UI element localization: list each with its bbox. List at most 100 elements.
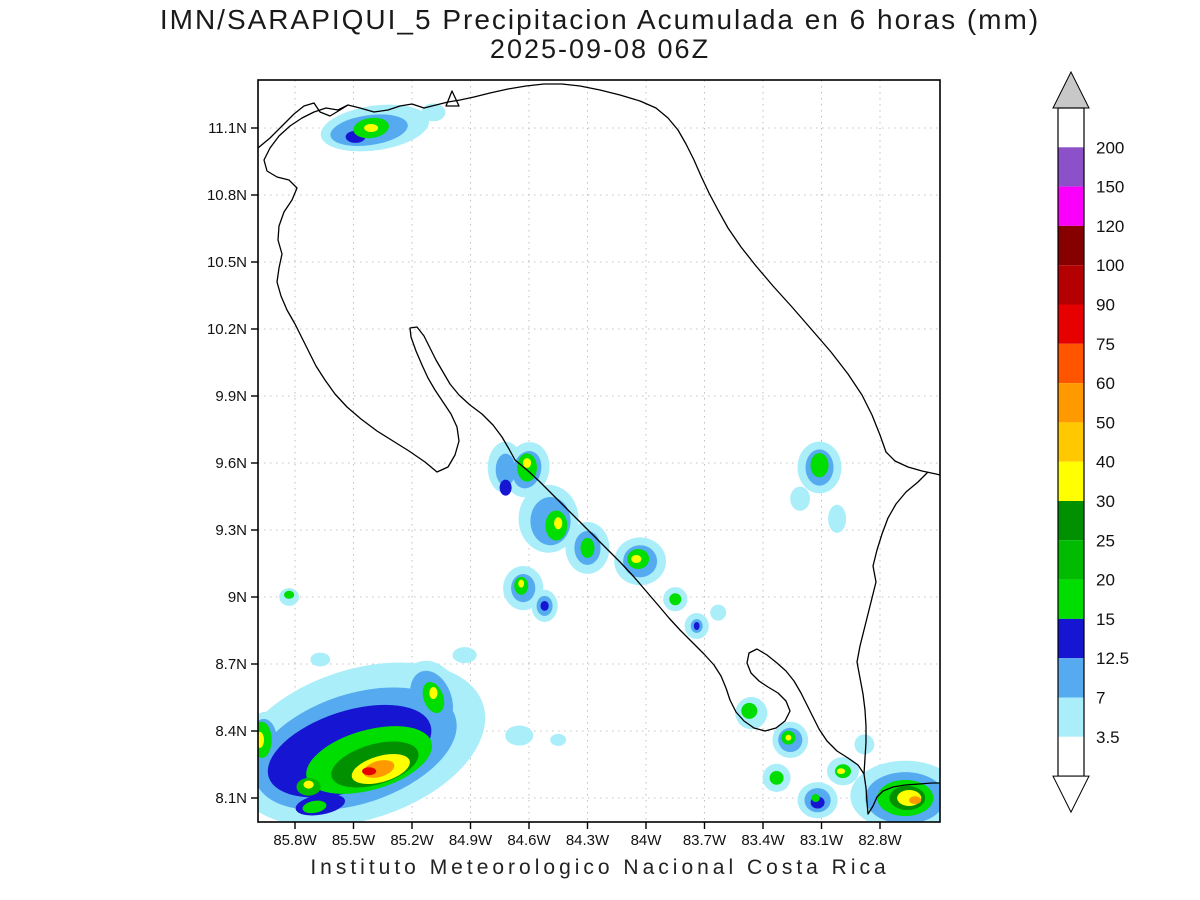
colorbar-label: 40 <box>1096 453 1115 472</box>
precip-cell-30 <box>518 579 525 588</box>
precip-cell-12.5 <box>693 622 700 630</box>
precip-cell-30 <box>631 555 642 563</box>
colorbar-label: 75 <box>1096 335 1115 354</box>
lat-tick-label: 10.2N <box>207 321 247 338</box>
lat-tick-label: 8.7N <box>215 656 247 673</box>
lon-tick-label: 85.2W <box>390 832 434 849</box>
colorbar-legend: 200 150 120 100 90 75 60 50 40 30 25 20 15 12.5 7 3.5 <box>1052 70 1129 814</box>
colorbar-arrow-top <box>1052 70 1090 109</box>
coastline-group <box>258 83 940 815</box>
colorbar-label: 100 <box>1096 256 1124 275</box>
colorbar-band <box>1058 383 1084 423</box>
precipitation-cells <box>258 103 940 822</box>
colorbar-arrow-bottom <box>1052 775 1090 814</box>
precip-cell-30 <box>554 517 563 530</box>
colorbar-band <box>1058 501 1084 541</box>
lat-tick-label: 9.3N <box>215 522 247 539</box>
map-valid-time: 2025-09-08 06Z <box>489 34 711 64</box>
precip-cell-3.5 <box>710 604 727 621</box>
lon-tick-label: 82.8W <box>858 832 902 849</box>
precip-cell-15 <box>302 800 327 814</box>
precip-cell-3.5 <box>550 733 567 746</box>
precip-cell-3.5 <box>452 647 477 664</box>
footer-caption: Instituto Meteorologico Nacional Costa R… <box>310 856 890 879</box>
colorbar-band <box>1058 147 1084 187</box>
precip-cell-15 <box>811 794 820 802</box>
colorbar-band <box>1058 658 1084 698</box>
precip-cell-15 <box>258 721 272 758</box>
precip-cell-30 <box>258 731 264 748</box>
precip-cell-12.5 <box>499 479 512 496</box>
lat-tick-label: 8.1N <box>215 790 247 807</box>
precip-cell-3.5 <box>854 734 875 755</box>
precip-cell-3.5 <box>310 652 331 667</box>
colorbar-band <box>1058 265 1084 305</box>
colorbar-band <box>1058 304 1084 344</box>
colorbar-label: 60 <box>1096 374 1115 393</box>
colorbar-band <box>1058 422 1084 462</box>
colorbar-label: 30 <box>1096 492 1115 511</box>
precip-cell-15 <box>810 453 829 478</box>
lat-tick-label: 9.6N <box>215 455 247 472</box>
precip-cell-30 <box>785 734 792 741</box>
lat-tick-label: 8.4N <box>215 723 247 740</box>
colorbar-label: 90 <box>1096 296 1115 315</box>
lon-tick-label: 85.5W <box>332 832 376 849</box>
colorbar-band <box>1058 461 1084 501</box>
precip-cell-15 <box>769 771 784 785</box>
precip-cell-30 <box>429 687 438 699</box>
precip-cell-50 <box>909 796 922 805</box>
lake-nicaragua-tip <box>445 90 460 107</box>
axis-ticks-labels: 85.8W 85.5W 85.2W 84.9W 84.6W 84.3W 84W 83.7W 83… <box>207 120 903 849</box>
colorbar-label: 3.5 <box>1096 728 1120 747</box>
colorbar-band <box>1058 108 1084 148</box>
colorbar-label: 15 <box>1096 610 1115 629</box>
map-frame <box>257 79 941 823</box>
colorbar-label: 20 <box>1096 571 1115 590</box>
precip-cell-15 <box>741 702 758 719</box>
precip-cell-7 <box>495 453 516 486</box>
colorbar-label: 50 <box>1096 413 1115 432</box>
lon-tick-label: 83.7W <box>683 832 727 849</box>
precip-cell-3.5 <box>790 486 810 511</box>
precip-cell-3.5 <box>828 504 847 533</box>
colorbar-band <box>1058 343 1084 384</box>
precip-cell-15 <box>284 590 295 599</box>
lat-tick-label: 10.5N <box>207 254 247 271</box>
lon-tick-label: 84.3W <box>566 832 610 849</box>
precip-cell-15 <box>580 537 595 558</box>
colorbar-label: 25 <box>1096 531 1115 550</box>
colorbar-label: 120 <box>1096 217 1124 236</box>
panama-border <box>856 471 929 775</box>
precip-cell-30 <box>364 124 379 132</box>
precip-cell-30 <box>303 780 314 789</box>
lon-tick-label: 84.9W <box>449 832 493 849</box>
colorbar-label: 12.5 <box>1096 649 1129 668</box>
lon-tick-label: 84W <box>631 832 663 849</box>
precip-cell-12.5 <box>540 601 549 611</box>
lon-tick-label: 83.4W <box>741 832 785 849</box>
colorbar-label: 7 <box>1096 689 1105 708</box>
precip-cell-30 <box>522 458 532 468</box>
colorbar-label: 150 <box>1096 178 1124 197</box>
lat-tick-label: 9N <box>228 589 247 606</box>
colorbar-band <box>1058 186 1084 226</box>
lon-tick-label: 85.8W <box>273 832 317 849</box>
lat-tick-label: 9.9N <box>215 388 247 405</box>
precip-cell-3.5 <box>505 725 534 746</box>
precip-cell-30 <box>836 768 846 775</box>
map-title: IMN/SARAPIQUI_5 Precipitacion Acumulada … <box>159 4 1041 35</box>
colorbar-band <box>1058 225 1084 266</box>
colorbar-band <box>1058 618 1084 659</box>
colorbar-label: 200 <box>1096 138 1124 157</box>
precip-cell-3.5 <box>421 103 446 122</box>
lon-tick-label: 83.1W <box>800 832 844 849</box>
precip-cell-15 <box>669 593 682 606</box>
colorbar-band <box>1058 540 1084 580</box>
pacific-coastline <box>263 104 940 815</box>
colorbar-band <box>1058 736 1084 777</box>
lat-tick-label: 11.1N <box>208 120 247 137</box>
lat-tick-label: 10.8N <box>207 187 247 204</box>
